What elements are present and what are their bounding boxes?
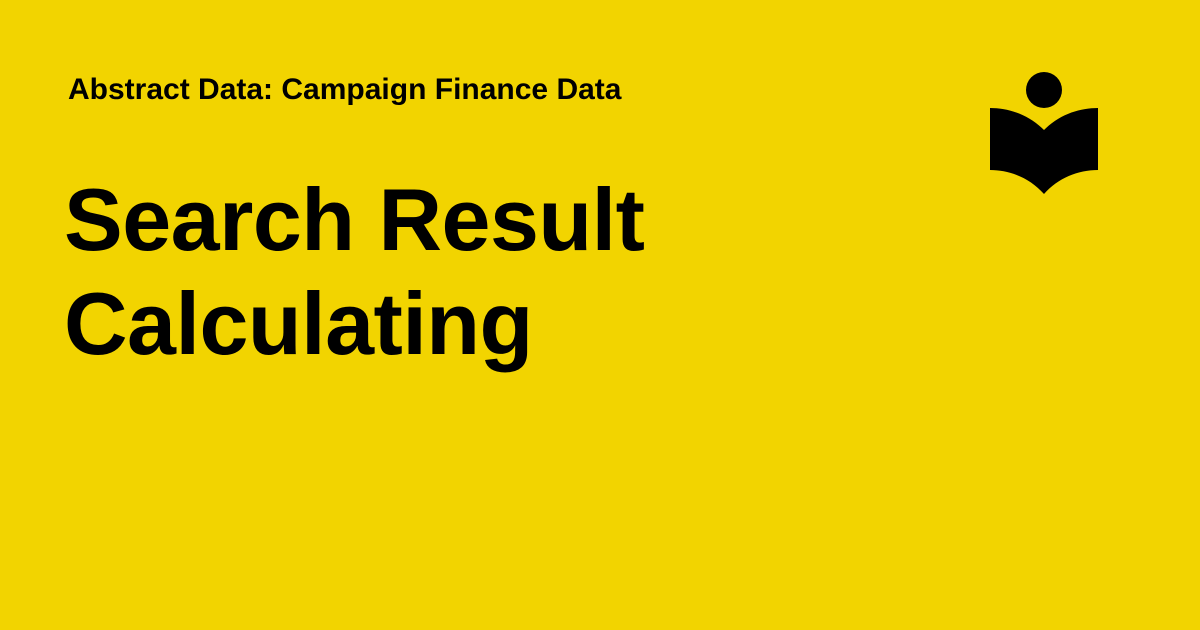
page-title-line-2: Calculating bbox=[64, 274, 533, 373]
reader-book-icon bbox=[990, 72, 1098, 194]
page-title: Search Result Calculating bbox=[64, 168, 924, 376]
reader-head bbox=[1026, 72, 1062, 108]
open-book bbox=[990, 108, 1098, 194]
page-title-line-1: Search Result bbox=[64, 170, 645, 269]
category-label: Abstract Data: Campaign Finance Data bbox=[68, 73, 622, 106]
